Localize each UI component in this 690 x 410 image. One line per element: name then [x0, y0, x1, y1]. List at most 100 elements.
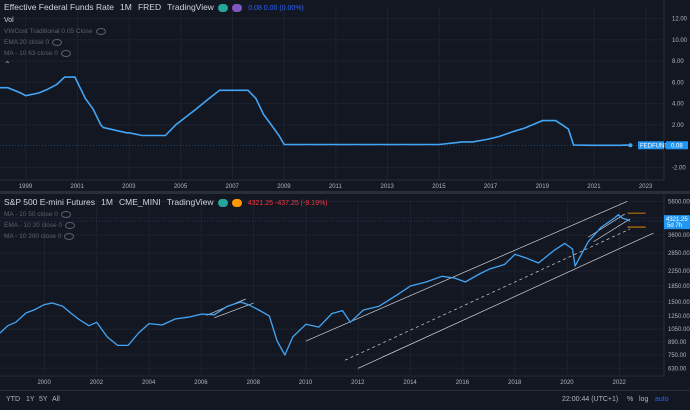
y-tick-label: 2850.00: [668, 251, 690, 257]
indicator-label: MA - 10 50 close 0: [4, 211, 58, 218]
chart-source: CME_MINI: [119, 197, 161, 207]
fed-funds-pane[interactable]: 12.00 10.00 8.00 6.00 4.00 2.00 -2.00 1999 2001 2…: [0, 0, 690, 193]
y-tick-label: 3600.00: [668, 233, 690, 239]
indicator-2[interactable]: EMA - 10 20 close 0: [4, 220, 328, 231]
range-1y-button[interactable]: 1Y: [26, 396, 35, 403]
x-tick-label: 2016: [456, 380, 470, 386]
legend-values: 0.08 0.00 (0.00%): [248, 5, 304, 12]
x-tick-label: 2000: [37, 380, 51, 386]
chart-source: FRED: [137, 2, 162, 12]
chart-title: Effective Federal Funds Rate: [4, 2, 114, 12]
x-tick-label: 2003: [122, 184, 136, 190]
countdown-label: 5d 7h: [667, 223, 682, 229]
x-tick-label: 2012: [351, 380, 365, 386]
eye-icon[interactable]: [65, 221, 76, 229]
sp500-pane[interactable]: 5600.004500.003600.002850.002250.001850.…: [0, 194, 690, 390]
x-tick-label: 2015: [432, 184, 446, 190]
sp500-legend: S&P 500 E-mini Futures 1M CME_MINI Tradi…: [4, 197, 328, 242]
legend-values: 4321.25 -437.25 (-9.19%): [247, 200, 328, 207]
x-tick-label: 2018: [508, 380, 522, 386]
indicator-label: EMA 20 close 0: [4, 39, 50, 46]
range-all-button[interactable]: All: [52, 396, 60, 403]
indicator-label: VWCost Traditional 0.05 Close: [4, 28, 93, 35]
range-5y-button[interactable]: 5Y: [39, 396, 48, 403]
x-tick-label: 2014: [403, 380, 417, 386]
x-tick-label: 2022: [613, 380, 627, 386]
fed-funds-series-line: [0, 76, 631, 147]
status-dot-icon: [231, 199, 242, 208]
y-tick-label: 8.00: [672, 59, 684, 65]
y-tick-label: 750.00: [668, 353, 687, 359]
last-value-label: 0.08: [671, 143, 683, 149]
y-tick-label: 6.00: [672, 80, 684, 86]
x-tick-label: 2010: [299, 380, 313, 386]
eye-icon[interactable]: [52, 38, 63, 46]
last-price-badge: [664, 215, 690, 230]
collapse-icon[interactable]: ⌃: [4, 60, 11, 69]
sp500-chart[interactable]: 5600.004500.003600.002850.002250.001850.…: [0, 194, 690, 390]
fed-funds-chart[interactable]: 12.00 10.00 8.00 6.00 4.00 2.00 -2.00 1999 2001 2…: [0, 0, 690, 193]
y-tick-label: 10.00: [672, 38, 688, 44]
recent-channel-upper-line: [588, 213, 625, 238]
y-tick-label: 1050.00: [668, 327, 690, 333]
y-tick-label: 890.00: [668, 340, 687, 346]
x-tick-label: 1999: [19, 184, 33, 190]
fed-funds-legend: Effective Federal Funds Rate 1M FRED Tra…: [4, 2, 304, 70]
x-tick-label: 2002: [90, 380, 104, 386]
range-ytd-button[interactable]: YTD: [6, 396, 20, 403]
y-tick-label: 5600.00: [668, 199, 690, 205]
x-tick-label: 2019: [536, 184, 550, 190]
status-dot-icon: [218, 4, 229, 13]
status-dot-icon: [217, 199, 228, 208]
x-tick-label: 2004: [142, 380, 156, 386]
symbol-badge: [638, 141, 664, 150]
last-value-badge: [666, 141, 688, 150]
x-tick-label: 2021: [587, 184, 601, 190]
chart-interval[interactable]: 1M: [120, 2, 132, 12]
indicator-3[interactable]: MA - 10 63 close 0: [4, 48, 304, 59]
price-axis: [664, 0, 690, 193]
indicator-3[interactable]: MA - 10 200 close 0: [4, 231, 328, 242]
channel-lower-line: [357, 232, 654, 369]
vol-label: Vol: [4, 17, 14, 24]
recent-channel-lower-line: [593, 218, 631, 243]
channel-mid-line: [344, 228, 631, 361]
clock[interactable]: 22:00:44 (UTC+1): [562, 396, 619, 403]
chart-title: S&P 500 E-mini Futures: [4, 197, 96, 207]
x-tick-label: 2013: [381, 184, 395, 190]
indicator-1[interactable]: MA - 10 50 close 0: [4, 209, 328, 220]
y-tick-label: -2.00: [672, 165, 686, 171]
y-tick-label: 2250.00: [668, 269, 690, 275]
symbol-badge-label: FEDFUNDS: [640, 143, 673, 149]
eye-icon[interactable]: [64, 232, 75, 240]
x-tick-label: 2008: [247, 380, 261, 386]
last-point-marker: [628, 143, 633, 148]
y-tick-label: 12.00: [672, 17, 688, 23]
eye-icon[interactable]: [95, 27, 106, 35]
sp500-series-line: [0, 214, 631, 356]
y-tick-label: 1250.00: [668, 314, 690, 320]
auto-scale-button[interactable]: auto: [655, 396, 669, 403]
chart-interval[interactable]: 1M: [101, 197, 113, 207]
indicator-label: EMA - 10 20 close 0: [4, 222, 63, 229]
x-tick-label: 2011: [329, 184, 343, 190]
indicator-label: MA - 10 200 close 0: [4, 233, 62, 240]
indicator-label: MA - 10 63 close 0: [4, 50, 58, 57]
y-tick-label: 1500.00: [668, 300, 690, 306]
small-channel-lower-line: [214, 302, 254, 319]
pane-divider[interactable]: [0, 191, 690, 194]
eye-icon[interactable]: [60, 210, 71, 218]
eye-icon[interactable]: [60, 49, 71, 57]
y-tick-label: 4.00: [672, 102, 684, 108]
log-scale-button[interactable]: log: [639, 396, 649, 403]
chart-platform: TradingView: [167, 2, 214, 12]
x-tick-label: 2009: [277, 184, 291, 190]
last-price-label: 4321.25: [666, 217, 688, 223]
percent-scale-button[interactable]: %: [627, 396, 634, 403]
x-tick-label: 2006: [194, 380, 208, 386]
chart-platform: TradingView: [166, 197, 214, 207]
indicator-1[interactable]: VWCost Traditional 0.05 Close: [4, 26, 304, 37]
y-tick-label: 630.00: [668, 366, 687, 372]
bottom-toolbar: YTD 1Y 5Y All 22:00:44 (UTC+1) % log aut…: [0, 390, 690, 410]
indicator-2[interactable]: EMA 20 close 0: [4, 37, 304, 48]
